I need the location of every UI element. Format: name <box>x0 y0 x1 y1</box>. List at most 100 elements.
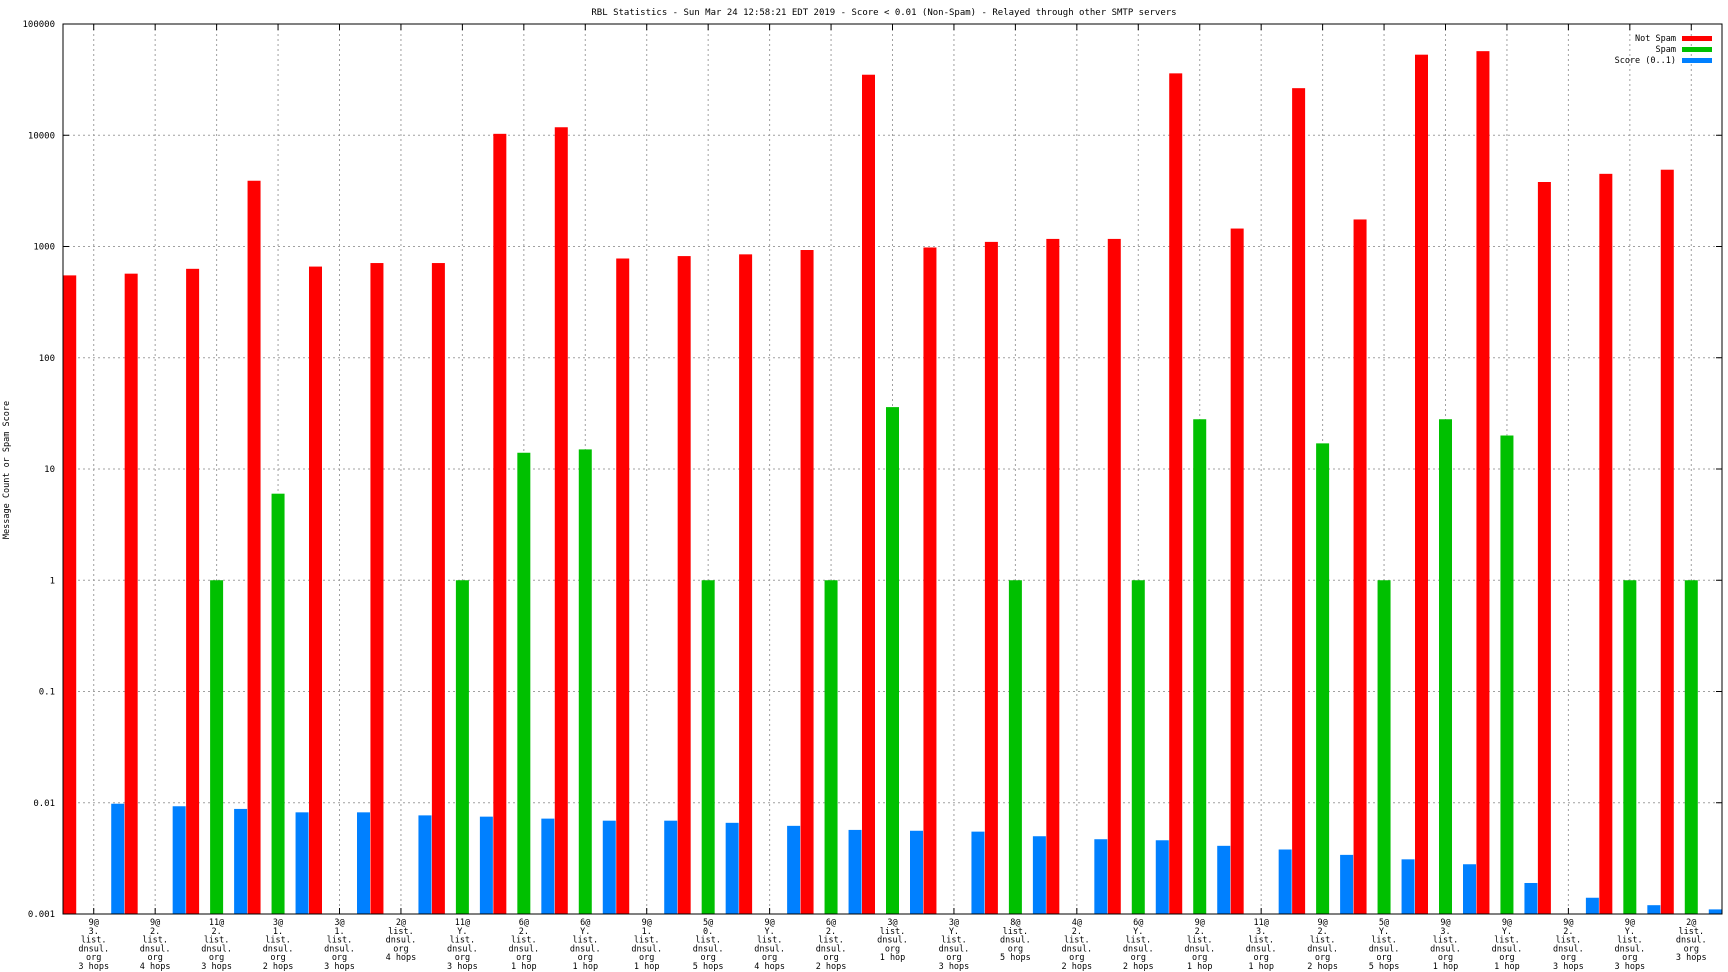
x-category-label-line: 2 hops <box>816 962 847 972</box>
x-category-label-line: 9@ <box>642 918 652 928</box>
bar-spam <box>824 580 838 914</box>
x-category-label-line: list. <box>1248 936 1274 946</box>
bar-not-spam <box>370 263 384 915</box>
x-category-label-line: list. <box>1187 936 1213 946</box>
x-category-label: 3@ 1. list. dnsul. org 2 hops <box>263 918 294 972</box>
x-category-label-line: org <box>332 953 347 963</box>
x-category-label-line: 3@ <box>887 918 897 928</box>
x-category-label-line: 2. <box>826 927 836 937</box>
x-category-label: 3@ 1. list. dnsul. org 3 hops <box>324 918 355 972</box>
x-category-label-line: dnsul. <box>1000 936 1031 946</box>
x-category-label-line: list. <box>1064 936 1090 946</box>
x-category-label-line: 5 hops <box>693 962 724 972</box>
bar-spam <box>1684 580 1698 914</box>
y-tick-label: 0.001 <box>28 910 55 920</box>
x-category-label-line: dnsul. <box>693 944 724 954</box>
x-category-label: 9@ Y. list. dnsul. org 3 hops <box>1614 918 1645 972</box>
x-category-label-line: 1 hop <box>1494 962 1520 972</box>
x-category-label-line: org <box>1069 953 1084 963</box>
x-category-label-line: 2. <box>1317 927 1327 937</box>
x-category-label-line: org <box>1376 953 1391 963</box>
y-tick-label: 100000 <box>22 20 55 30</box>
x-category-label-line: 1. <box>273 927 283 937</box>
x-category-label: 9@ 2. list. dnsul. org 3 hops <box>1553 918 1584 972</box>
x-category-label: 9@ 3. list. dnsul. org 3 hops <box>78 918 109 972</box>
x-category-label-line: org <box>762 953 777 963</box>
x-category-label-line: 2. <box>1563 927 1573 937</box>
bar-not-spam <box>677 256 691 914</box>
x-category-label-line: org <box>1192 953 1207 963</box>
x-category-label-line: org <box>86 953 101 963</box>
bar-spam <box>701 580 715 914</box>
bar-not-spam <box>554 127 568 915</box>
bar-spam <box>1316 443 1330 914</box>
x-category-label-line: org <box>1008 944 1023 954</box>
bar-not-spam <box>431 263 445 915</box>
x-category-label: 6@ Y. list. dnsul. org 2 hops <box>1123 918 1154 972</box>
x-category-label-line: dnsul. <box>1492 944 1523 954</box>
x-category-label-line: 3 hops <box>78 962 109 972</box>
bar-not-spam <box>247 180 261 914</box>
y-tick-label: 0.01 <box>33 799 55 809</box>
bar-score-0-1 <box>295 812 309 914</box>
bar-not-spam <box>739 254 753 914</box>
bar-score-0-1 <box>418 815 432 914</box>
x-category-label-line: org <box>946 953 961 963</box>
x-category-label-line: list. <box>511 936 537 946</box>
x-category-label-line: Y. <box>949 927 959 937</box>
x-category-label: 9@ 2. list. dnsul. org 1 hop <box>1184 918 1215 972</box>
x-category-label-line: list. <box>757 936 783 946</box>
x-category-label-line: 5 hops <box>1000 953 1031 963</box>
x-category-label-line: 4 hops <box>386 953 417 963</box>
bar-not-spam <box>63 275 77 914</box>
x-category-label-line: dnsul. <box>78 944 109 954</box>
bar-not-spam <box>1599 173 1613 915</box>
bar-score-0-1 <box>1340 854 1354 914</box>
x-category-label-line: 3 hops <box>939 962 970 972</box>
x-category-label-line: org <box>1315 953 1330 963</box>
legend-label: Not Spam <box>1635 34 1676 44</box>
x-category-label-line: 6@ <box>1133 918 1143 928</box>
x-category-label-line: 3 hops <box>1676 953 1707 963</box>
bar-spam <box>578 449 592 914</box>
x-category-label-line: org <box>1499 953 1514 963</box>
bar-score-0-1 <box>357 812 370 914</box>
x-category-label-line: dnsul. <box>754 944 785 954</box>
x-category-label-line: 3 hops <box>324 962 355 972</box>
x-category-label: 9@ 2. list. dnsul. org 4 hops <box>140 918 171 972</box>
x-category-label-line: 2@ <box>1686 918 1696 928</box>
bar-not-spam <box>1169 73 1183 915</box>
x-category-label-line: dnsul. <box>1061 944 1092 954</box>
x-category-label-line: 1 hop <box>1433 962 1459 972</box>
bar-spam <box>1193 419 1207 914</box>
x-category-label: 2@ list. dnsul. org 3 hops <box>1676 918 1707 963</box>
x-category-label: 2@ list. dnsul. org 4 hops <box>386 918 417 963</box>
bar-spam <box>1008 580 1022 914</box>
x-category-label: 5@ 0. list. dnsul. org 5 hops <box>693 918 724 972</box>
x-category-label-line: 3@ <box>949 918 959 928</box>
bar-spam <box>271 493 285 914</box>
x-category-label-line: 2 hops <box>1123 962 1154 972</box>
legend-swatch <box>1682 47 1712 52</box>
y-axis-ticks: 0.001 0.01 0.1 1 10 100 1000 10000 100000 <box>22 20 1722 920</box>
x-category-label-line: list. <box>1433 936 1459 946</box>
x-category-label-line: 11@ <box>209 918 224 928</box>
x-category-label-line: list. <box>572 936 598 946</box>
x-category-label: 6@ Y. list. dnsul. org 1 hop <box>570 918 601 972</box>
y-tick-label: 10000 <box>28 131 55 141</box>
bar-spam <box>455 580 469 914</box>
x-category-label-line: dnsul. <box>1676 936 1707 946</box>
x-category-label-line: dnsul. <box>1307 944 1338 954</box>
x-category-label-line: 4@ <box>1072 918 1082 928</box>
bar-not-spam <box>1230 228 1244 915</box>
x-category-label-line: dnsul. <box>447 944 478 954</box>
x-category-label-line: list. <box>450 936 476 946</box>
x-category-label-line: org <box>700 953 715 963</box>
bar-score-0-1 <box>1401 859 1415 914</box>
x-category-label-line: list. <box>1310 936 1336 946</box>
x-category-label-line: dnsul. <box>939 944 970 954</box>
bar-score-0-1 <box>541 818 555 914</box>
bar-not-spam <box>186 268 200 914</box>
x-category-label-line: 3. <box>89 927 99 937</box>
